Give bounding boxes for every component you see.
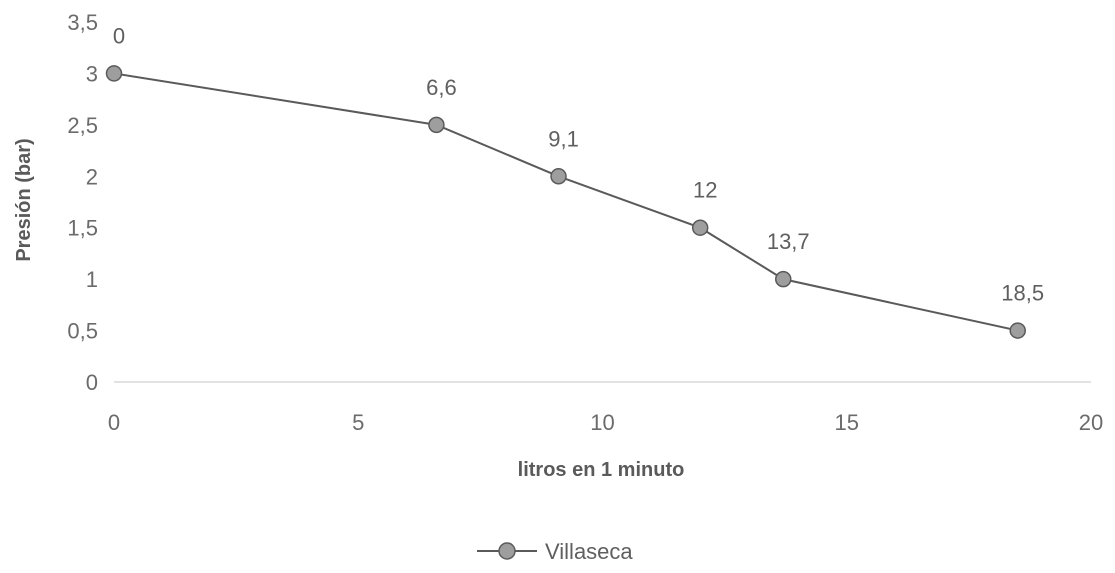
data-label: 18,5 xyxy=(1001,281,1044,306)
x-tick-label: 5 xyxy=(352,410,364,435)
legend-label: Villaseca xyxy=(545,539,633,564)
x-tick-label: 10 xyxy=(590,410,614,435)
legend: Villaseca xyxy=(477,539,633,564)
y-axis-title: Presión (bar) xyxy=(13,138,35,261)
y-tick-label: 0 xyxy=(86,370,98,395)
data-point xyxy=(774,270,792,288)
series xyxy=(105,65,1026,339)
series-line xyxy=(113,72,1018,332)
data-point xyxy=(1009,322,1026,339)
y-tick-label: 2,5 xyxy=(67,113,98,138)
y-tick-label: 2 xyxy=(86,164,98,189)
data-point xyxy=(550,168,567,185)
x-axis-title: litros en 1 minuto xyxy=(518,459,685,481)
data-labels: 0 6,6 9,1 12 13,7 18,5 xyxy=(113,23,1044,305)
data-label: 0 xyxy=(113,23,125,48)
y-tick-label: 3 xyxy=(86,61,98,86)
x-tick-label: 15 xyxy=(835,410,859,435)
x-tick-label: 0 xyxy=(108,410,120,435)
data-label: 6,6 xyxy=(426,75,457,100)
legend-marker xyxy=(498,542,516,560)
data-point xyxy=(691,219,709,236)
y-tick-label: 0,5 xyxy=(67,319,98,344)
data-label: 9,1 xyxy=(548,126,579,151)
data-label: 12 xyxy=(693,178,717,203)
data-label: 13,7 xyxy=(767,229,810,254)
x-tick-label: 20 xyxy=(1079,410,1103,435)
data-point xyxy=(105,65,123,82)
y-tick-label: 3,5 xyxy=(67,10,98,35)
tick-labels: 0 0,5 1 1,5 2 2,5 3 3,5 0 5 10 15 20 xyxy=(67,10,1103,435)
y-tick-label: 1 xyxy=(86,267,98,292)
y-tick-label: 1,5 xyxy=(67,216,98,241)
data-point xyxy=(428,116,445,134)
